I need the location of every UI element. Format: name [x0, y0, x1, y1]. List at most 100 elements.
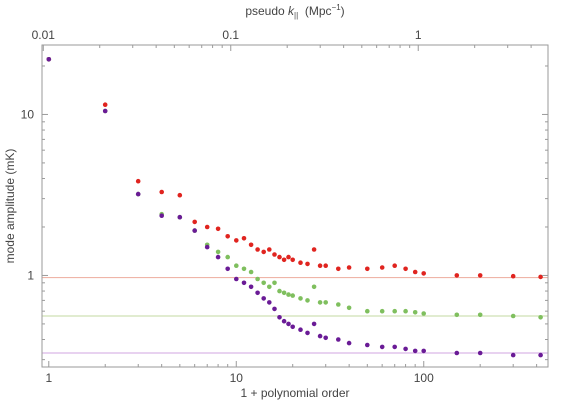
series-1-point-16: [277, 288, 282, 294]
series-1-point-17: [281, 290, 287, 296]
series-0-point-28: [379, 265, 385, 270]
series-0-point-7: [215, 226, 221, 232]
series-2-point-19: [290, 324, 296, 330]
series-0-point-27: [365, 266, 370, 272]
series-2-point-14: [267, 300, 272, 305]
y-axis-label: mode amplitude (mK): [3, 149, 17, 264]
x-tick-label-1: 10: [230, 371, 244, 385]
series-0-point-18: [286, 254, 291, 260]
series-0-point-17: [281, 257, 287, 263]
plot-frame: [41, 44, 549, 368]
series-1-point-23: [317, 300, 323, 305]
series-0-point-10: [241, 236, 247, 241]
series-0-point-11: [248, 242, 254, 248]
series-0-point-13: [261, 249, 267, 255]
series-2-point-9: [234, 276, 239, 282]
series-2-point-8: [225, 266, 230, 272]
series-2-point-30: [403, 346, 408, 352]
series-2-point-0: [46, 57, 52, 62]
series-1-point-7: [215, 249, 221, 255]
series-1-point-20: [298, 296, 303, 301]
series-0-point-4: [177, 192, 183, 198]
series-1-point-8: [225, 254, 230, 260]
series-2-point-17: [281, 318, 287, 324]
series-0-point-32: [421, 271, 427, 276]
y-tick-label-0: 1: [27, 268, 34, 282]
series-2-point-36: [538, 352, 543, 358]
reference-lines: [42, 276, 548, 354]
series-0-point-29: [392, 263, 398, 269]
series-2-point-33: [454, 350, 460, 356]
series-0-point-5: [192, 219, 197, 225]
series-0-point-12: [255, 247, 260, 252]
series-0-point-25: [336, 266, 341, 272]
series-0-point-2: [135, 178, 141, 184]
series-1-point-35: [510, 313, 516, 319]
series-0-point-31: [412, 269, 418, 275]
series-2-point-11: [248, 284, 254, 290]
series-2-point-21: [305, 330, 310, 336]
series-1-point-21: [305, 298, 310, 303]
series-1-point-34: [477, 312, 483, 318]
series-0-point-20: [298, 260, 303, 266]
series-2-point-35: [510, 352, 516, 358]
series-0-point-22: [311, 247, 317, 252]
series-2-point-18: [286, 321, 291, 327]
top-axis-label-units: (Mpc: [298, 4, 331, 18]
series-0-point-9: [234, 238, 239, 243]
series-2-point-5: [192, 228, 197, 233]
series-2-point-25: [336, 337, 341, 342]
series-0-point-33: [454, 273, 460, 278]
series-0-point-30: [403, 266, 408, 272]
series-2-point-12: [255, 290, 260, 296]
series-2-point-23: [317, 333, 323, 339]
series-0-point-6: [204, 224, 210, 230]
series-1-point-29: [392, 308, 398, 314]
series-2-point-22: [311, 321, 317, 327]
series-2-point-28: [379, 344, 385, 350]
series-2-point-24: [323, 335, 329, 341]
top-axis-label-units-sup: −1: [332, 3, 342, 12]
top-axis-label-units-close: ): [341, 4, 345, 18]
series-0-point-14: [267, 247, 272, 252]
series-0-point-15: [272, 252, 277, 257]
x-axis-label: 1 + polynomial order: [240, 386, 349, 400]
series-0-point-26: [346, 265, 352, 270]
series-2-point-34: [477, 350, 483, 356]
series-1-point-24: [323, 300, 329, 305]
series-1-point-11: [248, 269, 254, 275]
series-0-point-16: [277, 254, 282, 260]
series-1-point-25: [336, 302, 341, 307]
series-0-point-34: [477, 273, 483, 278]
series-2-point-13: [261, 296, 267, 301]
top-tick-label-0: 0.01: [32, 28, 56, 42]
top-axis-label-subscript: ||: [294, 11, 298, 20]
series-2-point-26: [346, 340, 352, 346]
series-2-point-27: [365, 342, 370, 348]
tick-labels: 1 10 100 1 10 0.01 0.1 1: [21, 28, 434, 385]
series-1-point-18: [286, 292, 291, 297]
x-tick-label-0: 1: [45, 371, 52, 385]
top-tick-label-1: 0.1: [222, 28, 239, 42]
series-0-point-24: [323, 263, 329, 269]
series-1-point-14: [267, 284, 272, 290]
series-1-point-19: [290, 293, 296, 298]
series-1-point-13: [261, 280, 267, 286]
series-2-point-6: [204, 244, 210, 250]
series-2-point-20: [298, 327, 303, 333]
series-0-point-1: [102, 102, 108, 107]
series-1-point-10: [241, 266, 247, 272]
series-1-point-32: [421, 311, 427, 316]
axis-ticks: [42, 45, 548, 367]
top-tick-label-2: 1: [415, 28, 422, 42]
top-axis-label: pseudo k|| (Mpc−1): [245, 3, 344, 20]
top-axis-label-prefix: pseudo: [245, 4, 288, 18]
series-0-point-8: [225, 234, 230, 239]
series-2-point-7: [215, 254, 221, 260]
series-1-point-31: [412, 310, 418, 315]
series-1-point-12: [255, 276, 260, 282]
series-1-point-15: [272, 280, 277, 286]
series-1-point-30: [403, 308, 408, 314]
series-1-point-36: [538, 315, 543, 320]
series-1-point-33: [454, 312, 460, 318]
